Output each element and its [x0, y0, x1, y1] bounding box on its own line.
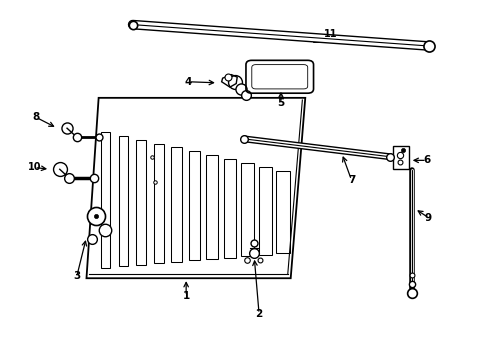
- Text: 11: 11: [324, 28, 337, 39]
- Text: 8: 8: [33, 112, 40, 122]
- Text: 6: 6: [422, 156, 429, 165]
- Text: 2: 2: [255, 309, 262, 319]
- Text: 5: 5: [277, 98, 284, 108]
- Text: 10: 10: [28, 162, 41, 172]
- Text: 7: 7: [347, 175, 354, 185]
- Text: 9: 9: [424, 212, 431, 222]
- Text: 3: 3: [73, 271, 80, 282]
- Text: 4: 4: [184, 77, 192, 87]
- Text: 1: 1: [182, 291, 189, 301]
